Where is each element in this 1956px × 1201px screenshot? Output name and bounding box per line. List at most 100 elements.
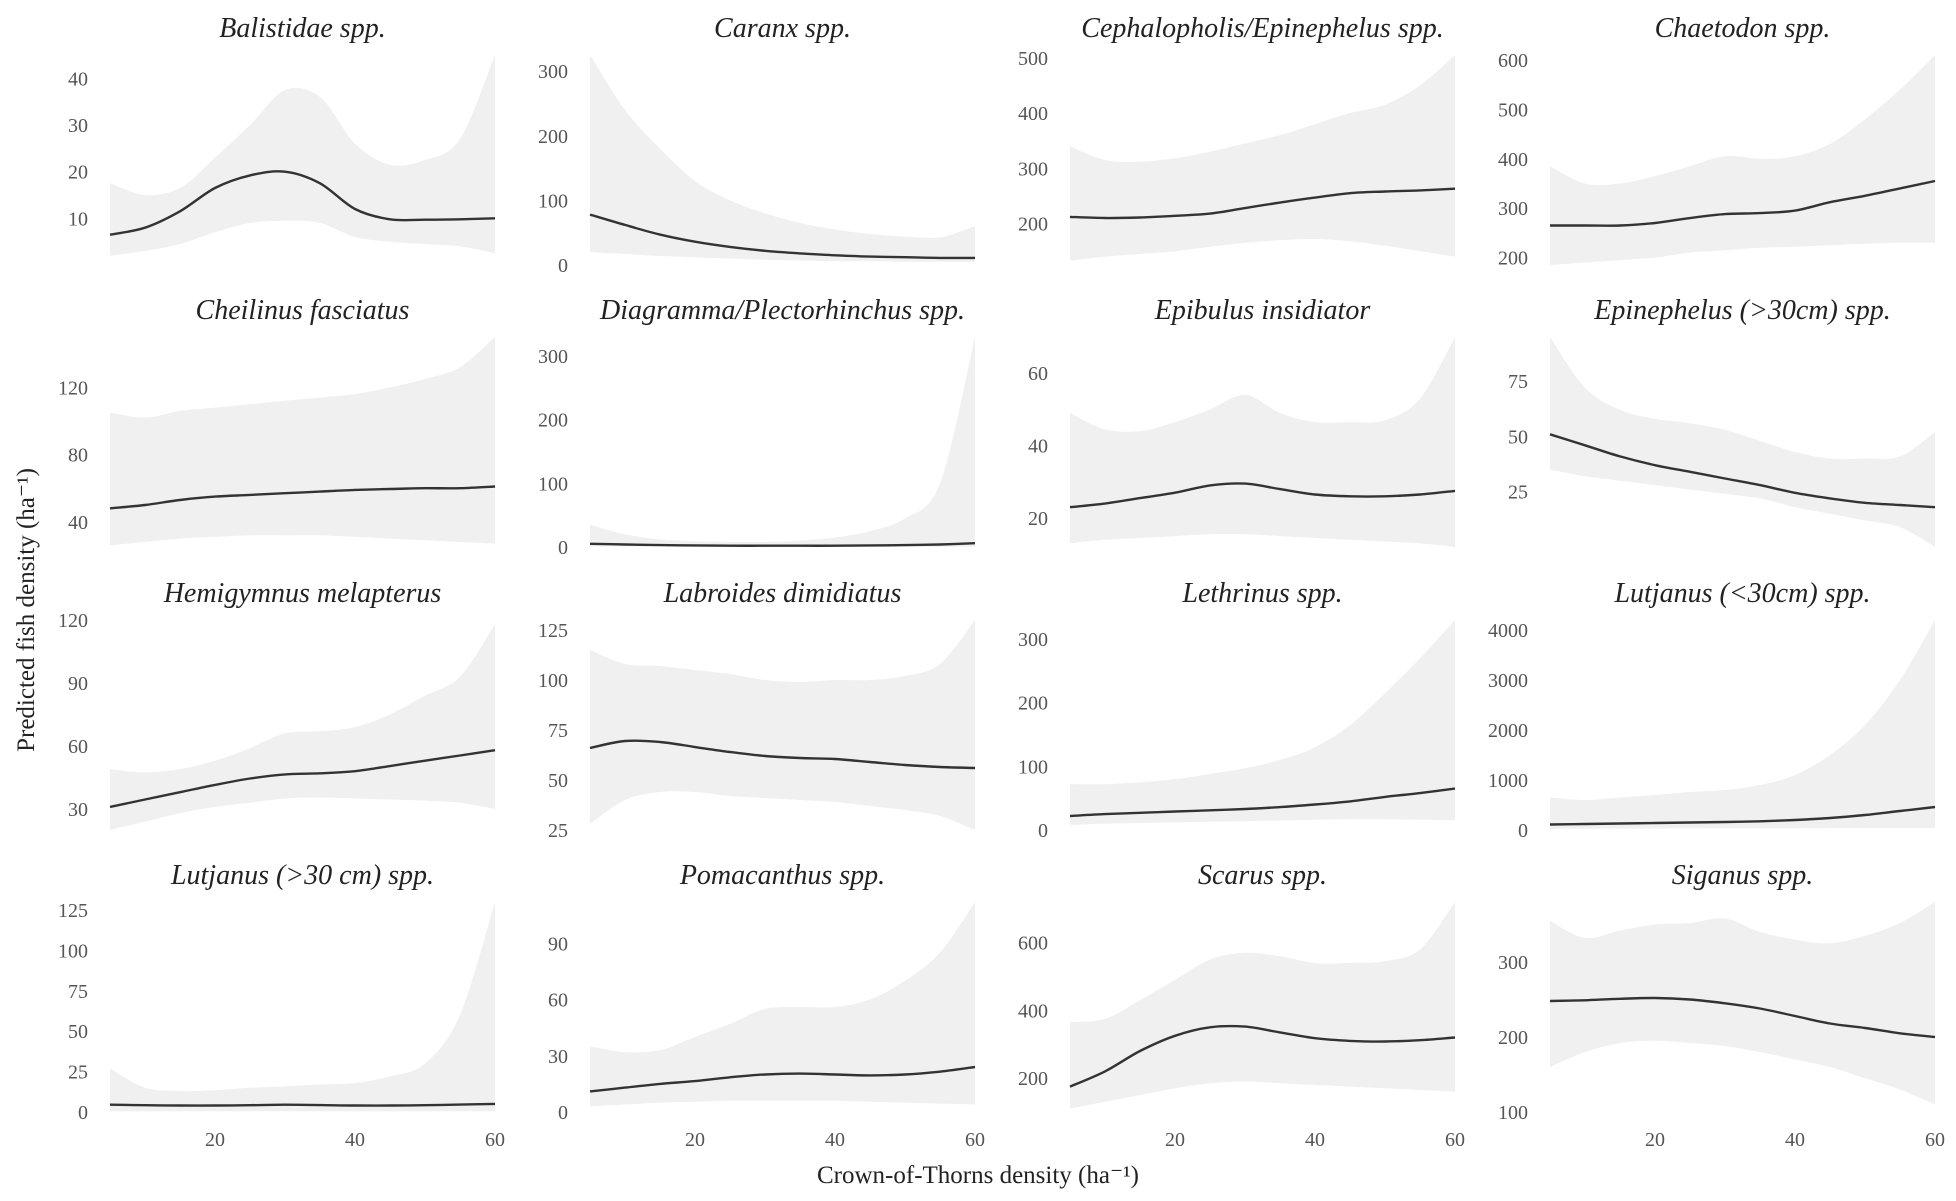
y-tick-label: 50 [1508,426,1528,448]
panel-title: Siganus spp. [1672,860,1814,891]
fitted-line [1069,482,1456,509]
y-tick-label: 100 [538,670,568,692]
x-tick-label: 60 [1445,1129,1465,1151]
y-tick-label: 600 [1018,933,1048,955]
fitted-line [1549,996,1936,1039]
y-tick-label: 125 [58,900,88,922]
y-tick-label: 50 [68,1021,88,1043]
y-tick-label: 300 [1018,158,1048,180]
panel-title: Hemigymnus melapterus [163,578,442,609]
confidence-band [1550,902,1935,1105]
x-tick-label: 60 [485,1129,505,1151]
y-tick-label: 300 [538,346,568,368]
y-tick-label: 200 [1018,693,1048,715]
panel-7: Epibulus insidiator 20 40 60 [1028,295,1456,547]
fitted-line [109,485,496,510]
y-tick-label: 1000 [1488,770,1528,792]
y-tick-label: 400 [1018,103,1048,125]
confidence-band [1550,620,1935,829]
panel-title: Chaetodon spp. [1655,13,1831,44]
panel-title: Caranx spp. [714,13,851,44]
fitted-line [1069,1024,1456,1088]
panel-12: Lutjanus (<30cm) spp. 0 1000 2000 3000 4000 [1488,578,1936,842]
x-tick-label: 60 [1925,1129,1945,1151]
fitted-line [589,542,976,547]
fitted-line [1549,179,1936,227]
confidence-band [1070,337,1455,547]
y-tick-label: 30 [548,1046,568,1068]
y-tick-label: 200 [1018,214,1048,236]
y-tick-label: 2000 [1488,720,1528,742]
panel-title: Cheilinus fasciatus [196,295,410,326]
fitted-line [109,1102,496,1107]
y-tick-label: 120 [58,377,88,399]
x-tick-label: 40 [345,1129,365,1151]
y-tick-label: 200 [1018,1068,1048,1090]
x-tick-label: 40 [1305,1129,1325,1151]
y-tick-label: 200 [1498,1027,1528,1049]
y-tick-label: 0 [558,537,568,559]
panel-14: Pomacanthus spp. 0 30 60 90 20 40 60 [548,860,985,1151]
y-tick-label: 60 [68,736,88,758]
x-tick-label: 40 [825,1129,845,1151]
y-tick-label: 0 [558,255,568,277]
x-tick-label: 40 [1785,1129,1805,1151]
y-tick-label: 100 [58,940,88,962]
y-tick-label: 40 [68,512,88,534]
panel-4: Chaetodon spp. 200 300 400 500 600 [1498,13,1936,270]
y-axis-label: Predicted fish density (ha⁻¹) [13,468,40,752]
x-axis-label: Crown-of-Thorns density (ha⁻¹) [816,1162,1139,1189]
y-tick-label: 60 [548,990,568,1012]
y-tick-label: 500 [1018,48,1048,70]
panel-title: Lutjanus (>30 cm) spp. [170,860,434,891]
panel-title: Scarus spp. [1198,860,1327,891]
y-tick-label: 100 [1018,756,1048,778]
panel-9: Hemigymnus melapterus 30 60 90 120 [58,578,496,830]
fitted-line [589,739,976,770]
y-tick-label: 25 [1508,482,1528,504]
panel-10: Labroides dimidiatus 25 50 75 100 125 [538,578,976,842]
y-tick-label: 3000 [1488,670,1528,692]
y-tick-label: 60 [1028,363,1048,385]
fitted-line [109,170,496,236]
panel-6: Diagramma/Plectorhinchus spp. 0 100 200 300 [538,295,976,559]
x-tick-label: 20 [205,1129,225,1151]
y-tick-label: 200 [538,126,568,148]
panel-title: Balistidae spp. [219,13,385,44]
y-tick-label: 100 [538,473,568,495]
y-tick-label: 20 [1028,508,1048,530]
y-tick-label: 30 [68,799,88,821]
y-tick-label: 90 [68,673,88,695]
panel-11: Lethrinus spp. 0 100 200 300 [1018,578,1456,842]
confidence-band [1550,55,1935,265]
y-tick-label: 80 [68,445,88,467]
y-tick-label: 120 [58,610,88,632]
confidence-band [110,624,495,830]
confidence-band [590,55,975,262]
confidence-band [590,902,975,1107]
y-tick-label: 30 [68,115,88,137]
confidence-band [590,620,975,830]
panel-8: Epinephelus (>30cm) spp. 25 50 75 [1508,295,1936,547]
y-tick-label: 20 [68,162,88,184]
y-tick-label: 75 [1508,371,1528,393]
y-tick-label: 100 [1498,1102,1528,1124]
confidence-band [110,902,495,1112]
fitted-line [1549,805,1936,826]
panel-title: Cephalopholis/Epinephelus spp. [1081,13,1443,44]
x-tick-label: 20 [685,1129,705,1151]
x-tick-label: 20 [1645,1129,1665,1151]
y-tick-label: 75 [68,981,88,1003]
fitted-line [109,749,496,809]
y-tick-label: 500 [1498,99,1528,121]
panel-title: Lutjanus (<30cm) spp. [1613,578,1870,609]
panel-15: Scarus spp. 200 400 600 20 40 60 [1018,860,1465,1151]
confidence-band [110,55,495,256]
y-tick-label: 25 [68,1062,88,1084]
y-tick-label: 400 [1018,1000,1048,1022]
y-tick-label: 300 [538,61,568,83]
y-tick-label: 200 [538,410,568,432]
y-tick-label: 25 [548,820,568,842]
x-tick-label: 20 [1165,1129,1185,1151]
